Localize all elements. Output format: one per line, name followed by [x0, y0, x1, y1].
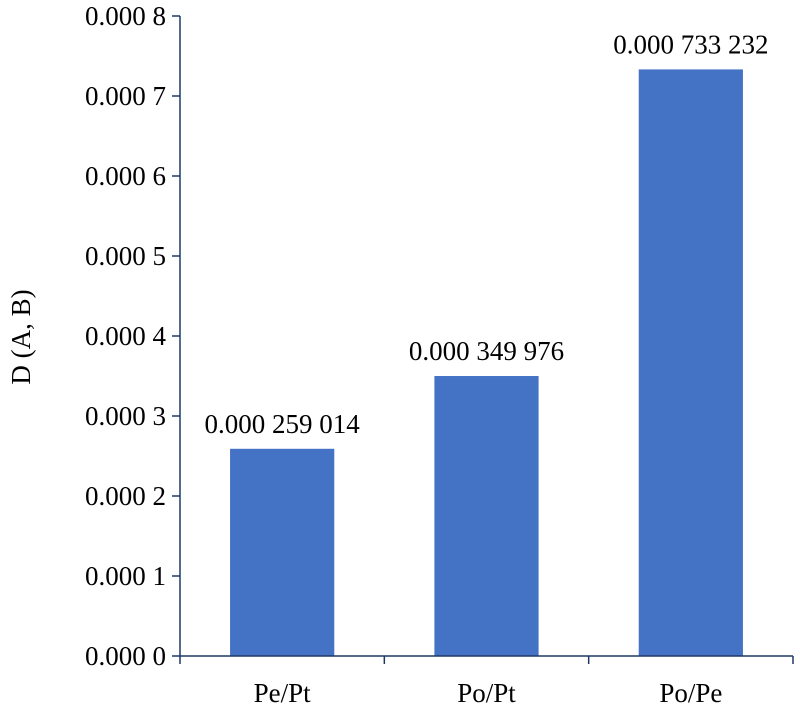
- bar: [230, 448, 335, 656]
- x-category-label: Pe/Pt: [254, 678, 312, 708]
- y-tick-label: 0.000 2: [85, 481, 166, 511]
- bar-value-label: 0.000 259 014: [205, 409, 361, 439]
- y-tick-label: 0.000 6: [85, 161, 166, 191]
- y-tick-label: 0.000 3: [85, 401, 166, 431]
- y-axis-ticks: 0.000 0 0.000 1 0.000 2 0.000 3 0.000 4 0.000…: [85, 1, 180, 671]
- y-axis-title: D (A, B): [6, 289, 36, 384]
- y-tick-label: 0.000 7: [85, 81, 166, 111]
- data-labels: 0.000 259 014 0.000 349 976 0.000 733 232: [205, 29, 769, 438]
- bar-value-label: 0.000 349 976: [409, 336, 564, 366]
- bars: [230, 69, 743, 656]
- x-axis-ticks: Pe/Pt Po/Pt Po/Pe: [179, 656, 794, 708]
- bar: [434, 376, 539, 656]
- y-tick-label: 0.000 5: [85, 241, 166, 271]
- bar: [638, 69, 743, 656]
- bar-value-label: 0.000 733 232: [613, 29, 768, 59]
- y-tick-label: 0.000 4: [85, 321, 167, 351]
- y-tick-label: 0.000 8: [85, 1, 166, 31]
- x-category-label: Po/Pe: [659, 678, 722, 708]
- x-category-label: Po/Pt: [457, 678, 516, 708]
- y-tick-label: 0.000 0: [85, 641, 166, 671]
- y-tick-label: 0.000 1: [85, 561, 166, 591]
